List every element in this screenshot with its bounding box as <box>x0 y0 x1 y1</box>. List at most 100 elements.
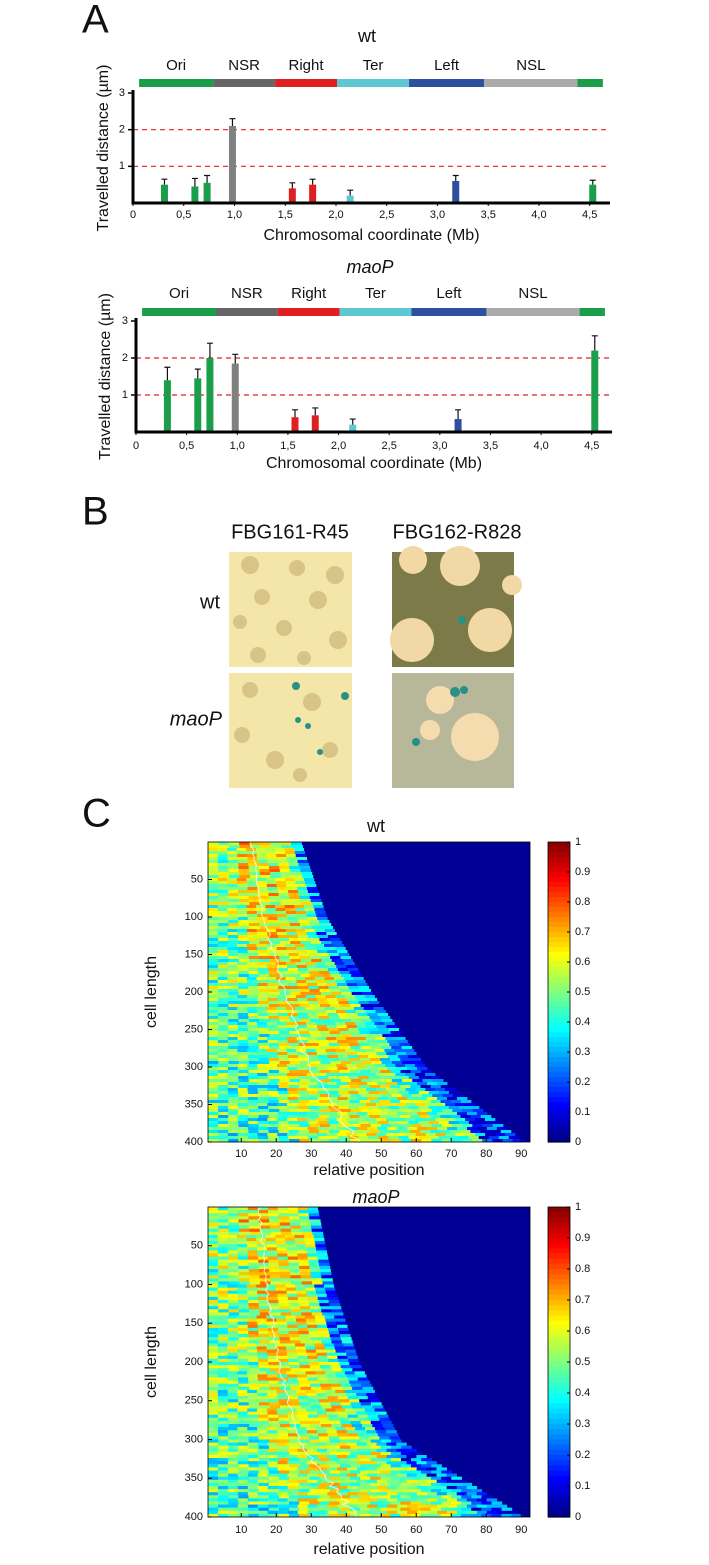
heatmap-cell <box>355 1010 367 1014</box>
heatmap-cell <box>247 1355 259 1360</box>
heatmap-cell <box>266 908 277 912</box>
heatmap-cell <box>301 1231 313 1236</box>
x-axis-label: Chromosomal coordinate (Mb) <box>266 455 482 472</box>
heatmap-cell <box>239 1228 250 1233</box>
heatmap-cell <box>238 1272 250 1276</box>
heatmap-cell <box>277 1253 288 1257</box>
heatmap-cell <box>307 1127 319 1131</box>
heatmap-cell <box>227 1473 239 1477</box>
heatmap-cell <box>227 851 238 855</box>
heatmap-cell <box>227 1377 239 1381</box>
heatmap-cell <box>218 974 229 978</box>
heatmap-cell <box>417 1082 428 1086</box>
heatmap-cell <box>266 1287 277 1291</box>
heatmap-cell <box>308 920 320 924</box>
heatmap-image <box>208 841 530 1143</box>
heatmap-cell <box>306 1349 317 1353</box>
heatmap-cell <box>278 1085 290 1089</box>
heatmap-cell <box>312 1281 324 1285</box>
heatmap-cell <box>370 1031 381 1035</box>
heatmap-cell <box>296 980 307 984</box>
heatmap-cell <box>346 1430 358 1434</box>
heatmap-cell <box>246 929 258 933</box>
heatmap-cell <box>237 1427 248 1431</box>
heatmap-cell <box>208 1455 219 1459</box>
heatmap-cell <box>360 1139 371 1143</box>
heatmap-cell <box>218 1228 230 1233</box>
heatmap-cell <box>228 1139 239 1143</box>
heatmap-cell <box>315 1349 327 1353</box>
heatmap-cell <box>406 1479 418 1484</box>
colorbar-step <box>548 1439 570 1446</box>
heatmap-cell <box>318 953 330 957</box>
heatmap-cell <box>228 1016 239 1020</box>
heatmap-cell <box>278 1100 290 1104</box>
heatmap-cell <box>238 1275 250 1279</box>
heatmap-cell <box>305 1022 317 1026</box>
heatmap-cell <box>376 1133 387 1137</box>
heatmap-cell <box>227 1040 239 1044</box>
heatmap-cell <box>290 1228 302 1233</box>
heatmap-cell <box>267 1433 279 1437</box>
heatmap-cell <box>267 1374 278 1378</box>
heatmap-cell <box>247 857 258 861</box>
heatmap-cell <box>259 1225 271 1229</box>
heatmap-cell <box>218 1262 229 1267</box>
colorbar-step <box>548 922 570 928</box>
heatmap-cell <box>330 1109 341 1113</box>
region-segment <box>277 308 340 316</box>
heatmap-cell <box>296 1073 308 1077</box>
heatmap-cell <box>309 1334 321 1338</box>
heatmap-cell <box>248 1439 260 1443</box>
heatmap-cell <box>326 1430 338 1434</box>
heatmap-cell <box>208 971 219 975</box>
heatmap-cell <box>259 1222 270 1226</box>
heatmap-cell <box>237 1393 249 1397</box>
heatmap-cell <box>320 1383 331 1388</box>
heatmap-cell <box>348 1001 360 1005</box>
heatmap-cell <box>296 1374 308 1378</box>
heatmap-cell <box>299 1019 311 1023</box>
heatmap-cell <box>257 1427 268 1431</box>
heatmap-cell <box>268 1262 280 1267</box>
heatmap-cell <box>288 953 300 957</box>
heatmap-cell <box>276 857 288 861</box>
heatmap-cell <box>208 1405 219 1409</box>
heatmap-cell <box>333 944 344 948</box>
heatmap-cell <box>267 1498 279 1502</box>
heatmap-cell <box>456 1112 468 1116</box>
heatmap-cell <box>238 1079 250 1083</box>
heatmap-cell <box>268 1085 280 1089</box>
heatmap-cell <box>299 1031 310 1035</box>
heatmap-cell <box>309 1046 321 1050</box>
heatmap-cell <box>227 905 238 909</box>
panel-label: A <box>82 0 109 42</box>
heatmap-cell <box>327 1414 339 1419</box>
heatmap-cell <box>330 1402 341 1406</box>
heatmap-cell <box>357 1473 368 1477</box>
heatmap-cell <box>267 1393 278 1397</box>
heatmap-cell <box>208 977 219 981</box>
heatmap-cell <box>495 1133 506 1137</box>
heatmap-cell <box>208 1127 219 1131</box>
heatmap-cell <box>228 1507 239 1512</box>
heatmap-cell <box>247 995 258 999</box>
heatmap-cell <box>238 893 249 897</box>
heatmap-cell <box>311 1275 322 1279</box>
heatmap-cell <box>208 1324 219 1329</box>
heatmap-cell <box>357 1498 368 1502</box>
heatmap-cell <box>337 1479 348 1484</box>
heatmap-cell <box>227 1296 239 1301</box>
heatmap-cell <box>269 1337 281 1341</box>
heatmap-cell <box>258 1417 269 1422</box>
colorbar-step <box>548 982 570 988</box>
heatmap-cell <box>299 1495 310 1499</box>
heatmap-cell <box>319 938 331 942</box>
heatmap-cell <box>227 1411 239 1415</box>
heatmap-cell <box>290 1309 302 1313</box>
heatmap-cell <box>316 1088 328 1092</box>
heatmap-cell <box>208 1287 219 1291</box>
heatmap-cell <box>451 1501 462 1505</box>
heatmap-cell <box>246 851 257 855</box>
heatmap-cell <box>237 1290 248 1295</box>
